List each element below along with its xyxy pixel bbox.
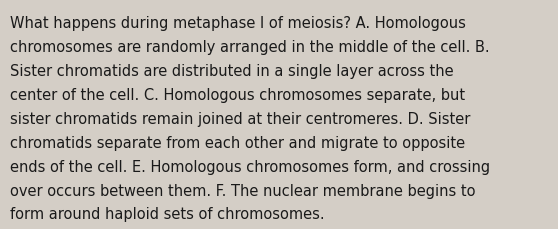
Text: Sister chromatids are distributed in a single layer across the: Sister chromatids are distributed in a s…: [10, 64, 454, 79]
Text: form around haploid sets of chromosomes.: form around haploid sets of chromosomes.: [10, 207, 325, 221]
Text: chromatids separate from each other and migrate to opposite: chromatids separate from each other and …: [10, 135, 465, 150]
Text: sister chromatids remain joined at their centromeres. D. Sister: sister chromatids remain joined at their…: [10, 111, 470, 126]
Text: over occurs between them. F. The nuclear membrane begins to: over occurs between them. F. The nuclear…: [10, 183, 475, 198]
Text: ends of the cell. E. Homologous chromosomes form, and crossing: ends of the cell. E. Homologous chromoso…: [10, 159, 490, 174]
Text: center of the cell. C. Homologous chromosomes separate, but: center of the cell. C. Homologous chromo…: [10, 87, 465, 102]
Text: chromosomes are randomly arranged in the middle of the cell. B.: chromosomes are randomly arranged in the…: [10, 40, 490, 55]
Text: What happens during metaphase I of meiosis? A. Homologous: What happens during metaphase I of meios…: [10, 16, 466, 31]
